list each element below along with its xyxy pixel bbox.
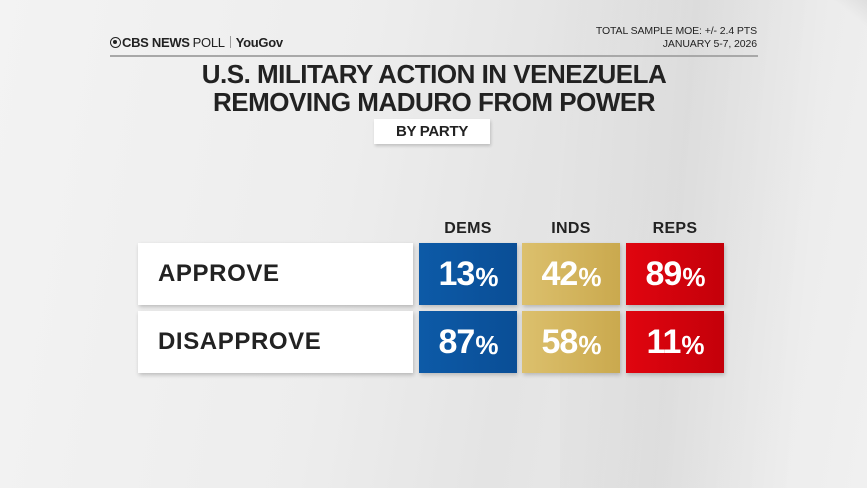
percent-sign: %	[578, 261, 601, 292]
cell-approve-dems: 13%	[419, 243, 517, 305]
value: 13	[438, 254, 476, 293]
subtitle-text: BY PARTY	[395, 123, 469, 140]
poll-dates: JANUARY 5-7, 2026	[662, 38, 757, 50]
column-header-dems: DEMS	[444, 220, 492, 237]
cbs-eye-icon	[110, 36, 121, 48]
row-label-text: DISAPPROVE	[158, 328, 322, 355]
cell-disapprove-reps: 11%	[626, 311, 724, 373]
cell-approve-inds: 42%	[522, 243, 620, 305]
brand-logo: CBS NEWS POLL YouGov	[110, 34, 283, 50]
column-header-inds: INDS	[551, 220, 591, 237]
percent-sign: %	[681, 329, 704, 360]
percent-sign: %	[475, 329, 498, 360]
row-label-disapprove: DISAPPROVE	[138, 311, 413, 373]
header-divider	[110, 55, 758, 57]
value: 42	[541, 254, 579, 293]
cell-disapprove-inds: 58%	[522, 311, 620, 373]
value: 58	[541, 322, 579, 361]
percent-sign: %	[475, 261, 498, 292]
brand-network: CBS NEWS	[122, 34, 190, 50]
value: 89	[645, 254, 683, 293]
value: 87	[438, 322, 476, 361]
row-label-text: APPROVE	[158, 260, 280, 287]
title-line-2: REMOVING MADURO FROM POWER	[213, 87, 656, 117]
title-line-1: U.S. MILITARY ACTION IN VENEZUELA	[201, 59, 667, 89]
poll-meta: TOTAL SAMPLE MOE: +/- 2.4 PTS JANUARY 5-…	[596, 25, 757, 51]
percent-sign: %	[682, 261, 705, 292]
column-header-reps: REPS	[652, 220, 698, 237]
subtitle-badge: BY PARTY	[374, 119, 490, 144]
margin-of-error: TOTAL SAMPLE MOE: +/- 2.4 PTS	[595, 25, 757, 37]
cell-disapprove-dems: 87%	[419, 311, 517, 373]
chart-title: U.S. MILITARY ACTION IN VENEZUELA REMOVI…	[110, 60, 758, 116]
cell-approve-reps: 89%	[626, 243, 724, 305]
value: 11	[646, 322, 681, 361]
percent-sign: %	[578, 329, 601, 360]
brand-divider	[229, 36, 231, 48]
brand-product: POLL	[192, 34, 225, 50]
row-label-approve: APPROVE	[138, 243, 413, 305]
brand-partner: YouGov	[235, 34, 283, 50]
